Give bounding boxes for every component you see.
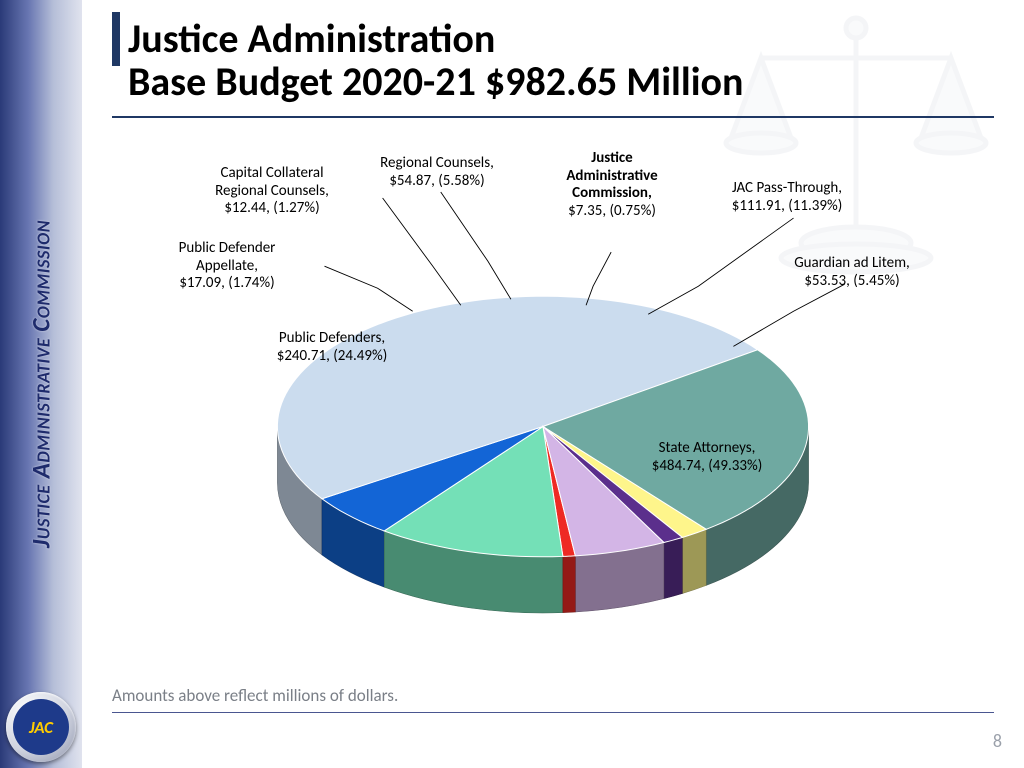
- pie-slice-label: Public Defenders,$240.71, (24.49%): [222, 330, 442, 365]
- slide-page: Justice Administrative Commission JAC Ju…: [0, 0, 1024, 768]
- leader-line: [586, 252, 611, 305]
- title-line-2: Base Budget 2020-21 $982.65 Million: [112, 60, 994, 118]
- content-area: Justice Administration Base Budget 2020-…: [82, 0, 1024, 768]
- pie-slice-label: JusticeAdministrativeCommission,$7.35, (…: [522, 150, 702, 221]
- leader-line: [383, 198, 461, 305]
- sidebar-org-name: Justice Administrative Commission: [26, 220, 57, 548]
- footnote-text: Amounts above reflect millions of dollar…: [112, 685, 994, 713]
- title-accent-bar: [112, 12, 120, 66]
- title-line-1: Justice Administration: [112, 18, 994, 60]
- pie-slice-label: Public DefenderAppellate,$17.09, (1.74%): [127, 240, 327, 293]
- leader-line: [441, 192, 511, 299]
- sidebar: Justice Administrative Commission JAC: [0, 0, 82, 768]
- pie-slice-label: Guardian ad Litem,$53.53, (5.45%): [742, 255, 962, 290]
- pie-chart-svg: [102, 155, 1004, 678]
- title-block: Justice Administration Base Budget 2020-…: [112, 18, 994, 118]
- pie-chart: JusticeAdministrativeCommission,$7.35, (…: [102, 155, 1004, 678]
- leader-line: [324, 266, 412, 311]
- org-logo-text: JAC: [13, 699, 69, 755]
- page-number: 8: [993, 730, 1002, 752]
- pie-slice-label: JAC Pass-Through,$111.91, (11.39%): [697, 180, 877, 215]
- pie-slice-label: Regional Counsels,$54.87, (5.58%): [337, 155, 537, 190]
- leader-line: [733, 284, 844, 346]
- pie-slice-label: State Attorneys,$484.74, (49.33%): [577, 440, 837, 475]
- org-logo: JAC: [6, 692, 76, 762]
